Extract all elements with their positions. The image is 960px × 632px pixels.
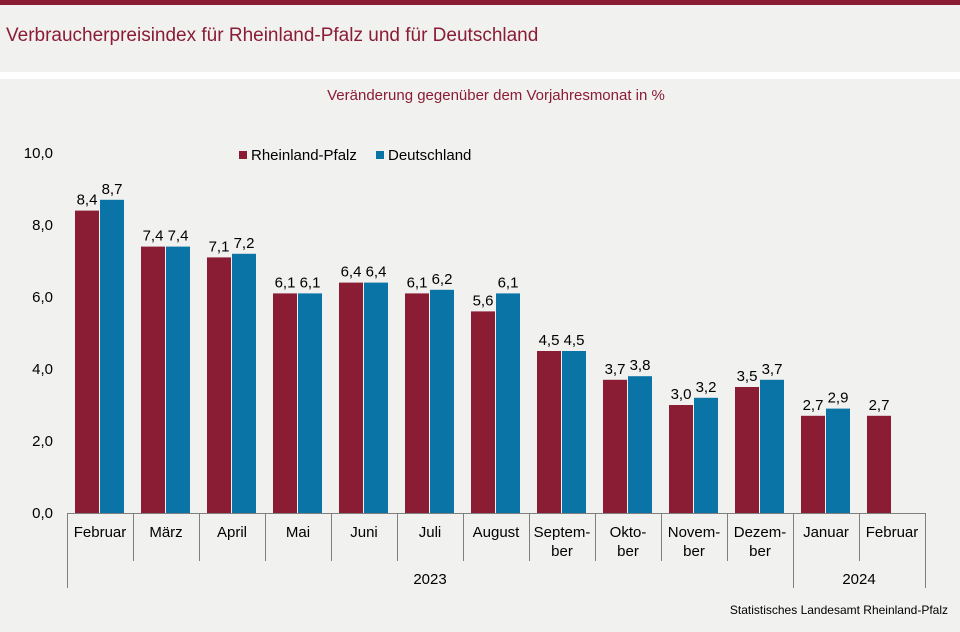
x-tick-label: August [473,524,521,541]
legend-label: Rheinland-Pfalz [251,147,357,164]
data-label: 4,5 [564,332,585,349]
bar [471,311,495,513]
y-tick-label: 0,0 [32,505,53,522]
bar [166,246,190,513]
data-label: 7,2 [234,235,255,252]
x-tick-label: ber [617,543,639,560]
data-label: 3,8 [630,357,651,374]
bar [100,199,124,514]
data-label: 7,4 [143,228,164,245]
data-label: 3,5 [737,368,758,385]
title-divider [0,72,960,79]
data-label: 3,0 [671,386,692,403]
x-tick-label: ber [683,543,705,560]
bar [867,415,891,513]
y-tick-label: 10,0 [24,145,53,162]
data-label: 5,6 [473,292,494,309]
bar [141,246,165,513]
top-accent-bar [0,0,960,5]
x-tick-label: ber [551,543,573,560]
data-label: 8,7 [102,181,123,198]
data-label: 6,1 [498,274,519,291]
bar [801,415,825,513]
x-tick-label: Dezem- [734,524,787,541]
bar [75,210,99,513]
x-tick-label: April [217,524,247,541]
source-note: Statistisches Landesamt Rheinland-Pfalz [729,603,948,617]
bar [562,351,586,513]
data-label: 3,2 [696,379,717,396]
bar [430,289,454,513]
data-label: 6,1 [407,274,428,291]
x-tick-label: Januar [803,524,849,541]
data-label: 3,7 [605,361,626,378]
legend-swatch-rlp [239,151,247,159]
bar [207,257,231,513]
x-tick-label: Juli [419,524,442,541]
data-label: 7,4 [168,228,189,245]
data-label: 6,4 [366,264,387,281]
data-label: 6,1 [275,274,296,291]
page-title: Verbraucherpreisindex für Rheinland-Pfal… [6,25,539,46]
data-label: 6,4 [341,264,362,281]
x-group-label: 2023 [413,571,446,588]
data-label: 8,4 [77,192,98,209]
data-label: 2,7 [869,397,890,414]
x-group-label: 2024 [842,571,875,588]
bar [669,405,693,513]
x-tick-label: Novem- [668,524,721,541]
bar [760,379,784,513]
legend-swatch-de [376,151,384,159]
data-label: 7,1 [209,238,230,255]
x-tick-label: März [149,524,182,541]
x-tick-label: Juni [350,524,378,541]
bar [628,376,652,513]
x-tick-label: Okto- [610,524,647,541]
x-tick-label: Mai [286,524,310,541]
bar-chart: Veränderung gegenüber dem Vorjahresmonat… [24,87,926,588]
bar [339,282,363,513]
y-tick-label: 8,0 [32,217,53,234]
bar [694,397,718,513]
bar [298,293,322,513]
x-tick-label: Februar [74,524,127,541]
bar [826,408,850,513]
bar [603,379,627,513]
data-label: 2,7 [803,397,824,414]
bar [273,293,297,513]
legend-label: Deutschland [388,147,471,164]
x-tick-label: ber [749,543,771,560]
y-tick-label: 4,0 [32,361,53,378]
bar [537,351,561,513]
x-tick-label: Februar [866,524,919,541]
bar [405,293,429,513]
title-area: Verbraucherpreisindex für Rheinland-Pfal… [0,5,960,72]
bar [496,293,520,513]
y-tick-label: 2,0 [32,433,53,450]
data-label: 6,2 [432,271,453,288]
data-label: 4,5 [539,332,560,349]
bar [364,282,388,513]
data-label: 2,9 [828,390,849,407]
data-label: 6,1 [300,274,321,291]
chart-subtitle: Veränderung gegenüber dem Vorjahresmonat… [327,87,665,104]
bar [232,253,256,514]
x-tick-label: Septem- [534,524,591,541]
y-tick-label: 6,0 [32,289,53,306]
data-label: 3,7 [762,361,783,378]
bar [735,387,759,513]
